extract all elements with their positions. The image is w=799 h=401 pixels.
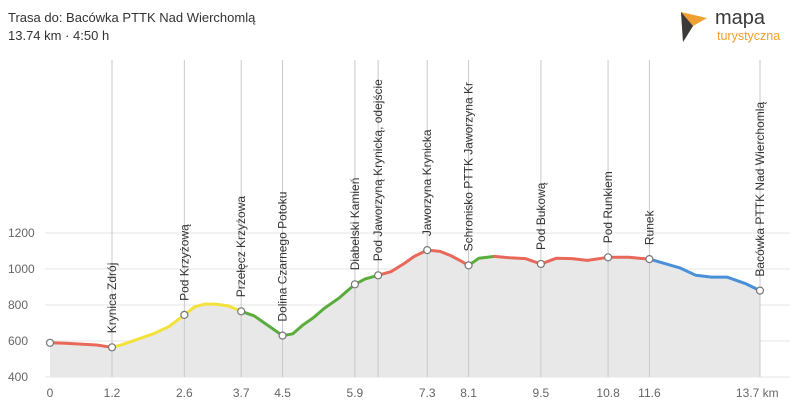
y-tick-label: 800 [8,298,28,312]
x-tick-label: 7.3 [419,386,436,400]
waypoint-point[interactable] [645,255,654,264]
logo-word-mapa: mapa [715,7,766,29]
x-tick-label: 9.5 [533,386,550,400]
y-tick-label: 1200 [8,226,35,240]
map-pin-icon [681,12,707,42]
waypoint-point[interactable] [423,246,432,255]
waypoint-point[interactable] [180,310,189,319]
waypoint-label: Pod Krzyżową [177,224,191,301]
x-tick-label: 0 [47,386,54,400]
y-tick-label: 1000 [8,262,35,276]
x-tick-label: 4.5 [274,386,291,400]
elevation-segment [467,254,496,267]
waypoint-label: Jaworzyna Krynicka [420,129,434,236]
waypoint-point[interactable] [45,338,55,347]
elevation-area [50,250,760,377]
waypoint-points[interactable] [45,246,765,352]
waypoint-label: Przełęcz Krzyżowa [234,196,248,298]
x-tick-label: 10.8 [596,386,620,400]
elevation-segment [647,257,762,293]
waypoint-point[interactable] [107,343,117,352]
x-tick-label: 3.7 [233,386,250,400]
waypoint-labels: Krynica Zdrój Pod Krzyżową Przełęcz Krzyżo… [105,79,767,333]
waypoint-markers [111,60,761,377]
waypoint-label: Schronisko PTTK Jaworzyna Kr [462,82,476,251]
waypoint-label: Pod Bukową [534,182,548,250]
waypoint-label: Krynica Zdrój [105,263,119,334]
elevation-segment [492,254,651,266]
waypoint-point[interactable] [374,271,383,280]
logo-word-turystyczna: turystyczna [717,29,781,43]
waypoint-label: Runek [642,209,656,245]
waypoint-point[interactable] [755,286,765,295]
x-tick-label: 13.7 km [736,386,779,400]
x-tick-label: 11.6 [638,386,661,400]
waypoint-point[interactable] [278,331,287,340]
x-axis-ticks: 0 1.2 2.6 3.7 4.5 5.9 7.3 8.1 9.5 10.8 11.6 13.7 km [47,386,779,400]
elevation-segment [239,282,357,338]
y-axis-ticks: 400 600 800 1000 1200 [8,226,35,384]
elevation-area-fill [50,250,760,377]
y-tick-label: 600 [8,334,28,348]
route-title: Trasa do: Bacówka PTTK Nad Wierchomlą [8,10,256,25]
brand-logo[interactable]: mapa turystyczna [677,6,789,46]
elevation-segment [48,341,114,349]
route-summary: 13.74 km · 4:50 h [8,28,110,43]
x-tick-label: 2.6 [176,386,193,400]
waypoint-point[interactable] [237,307,246,316]
chart-header: Trasa do: Bacówka PTTK Nad Wierchomlą 13… [8,9,255,45]
waypoint-point[interactable] [350,280,359,289]
x-tick-label: 8.1 [460,386,477,400]
waypoint-label: Diabelski Kamień [348,178,362,271]
waypoint-point[interactable] [464,261,473,270]
waypoint-point[interactable] [536,259,546,269]
waypoint-label: Pod Runkiem [601,171,615,243]
waypoint-label: Bacówka PTTK Nad Wierchomlą [753,102,767,277]
waypoint-label: Dolina Czarnego Potoku [276,192,290,322]
x-tick-label: 5.9 [347,386,364,400]
x-tick-label: 1.2 [104,386,121,400]
waypoint-point[interactable] [603,253,613,262]
waypoint-label: Pod Jaworzyną Krynicką, odejście [371,79,385,261]
y-tick-label: 400 [8,370,28,384]
